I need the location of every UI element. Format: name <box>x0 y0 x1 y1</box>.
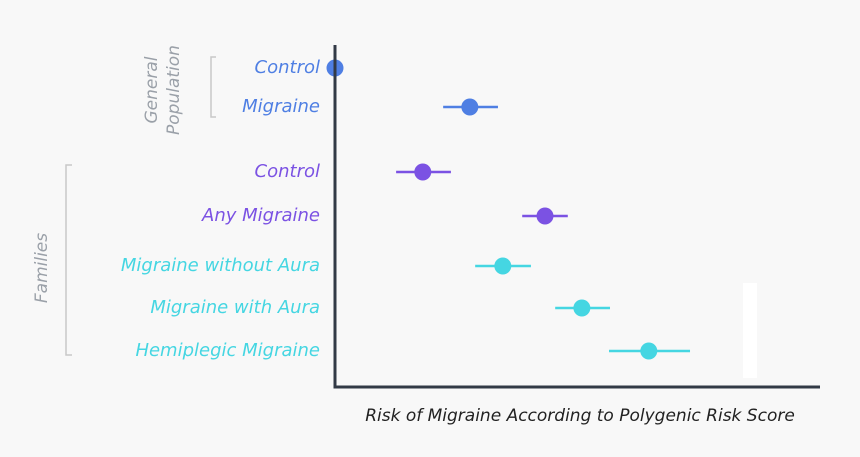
group-label: General <box>142 56 162 123</box>
group-label: Population <box>164 45 184 135</box>
category-label: Migraine without Aura <box>121 255 320 276</box>
category-label: Migraine with Aura <box>150 297 320 318</box>
group-bracket <box>210 56 216 118</box>
point <box>414 163 432 181</box>
x-axis-label: Risk of Migraine According to Polygenic … <box>365 406 795 426</box>
axis-line <box>333 45 820 389</box>
group-label: Families <box>32 233 52 303</box>
category-label: Control <box>255 57 320 78</box>
category-label: Control <box>255 161 320 182</box>
point <box>494 257 512 275</box>
point <box>461 98 479 116</box>
blank-patch <box>743 283 757 378</box>
point <box>536 207 554 225</box>
point <box>573 299 591 317</box>
category-label: Hemiplegic Migraine <box>135 340 320 361</box>
category-label: Migraine <box>242 96 320 117</box>
group-bracket <box>65 164 72 356</box>
category-label: Any Migraine <box>201 205 320 226</box>
point <box>640 342 658 360</box>
